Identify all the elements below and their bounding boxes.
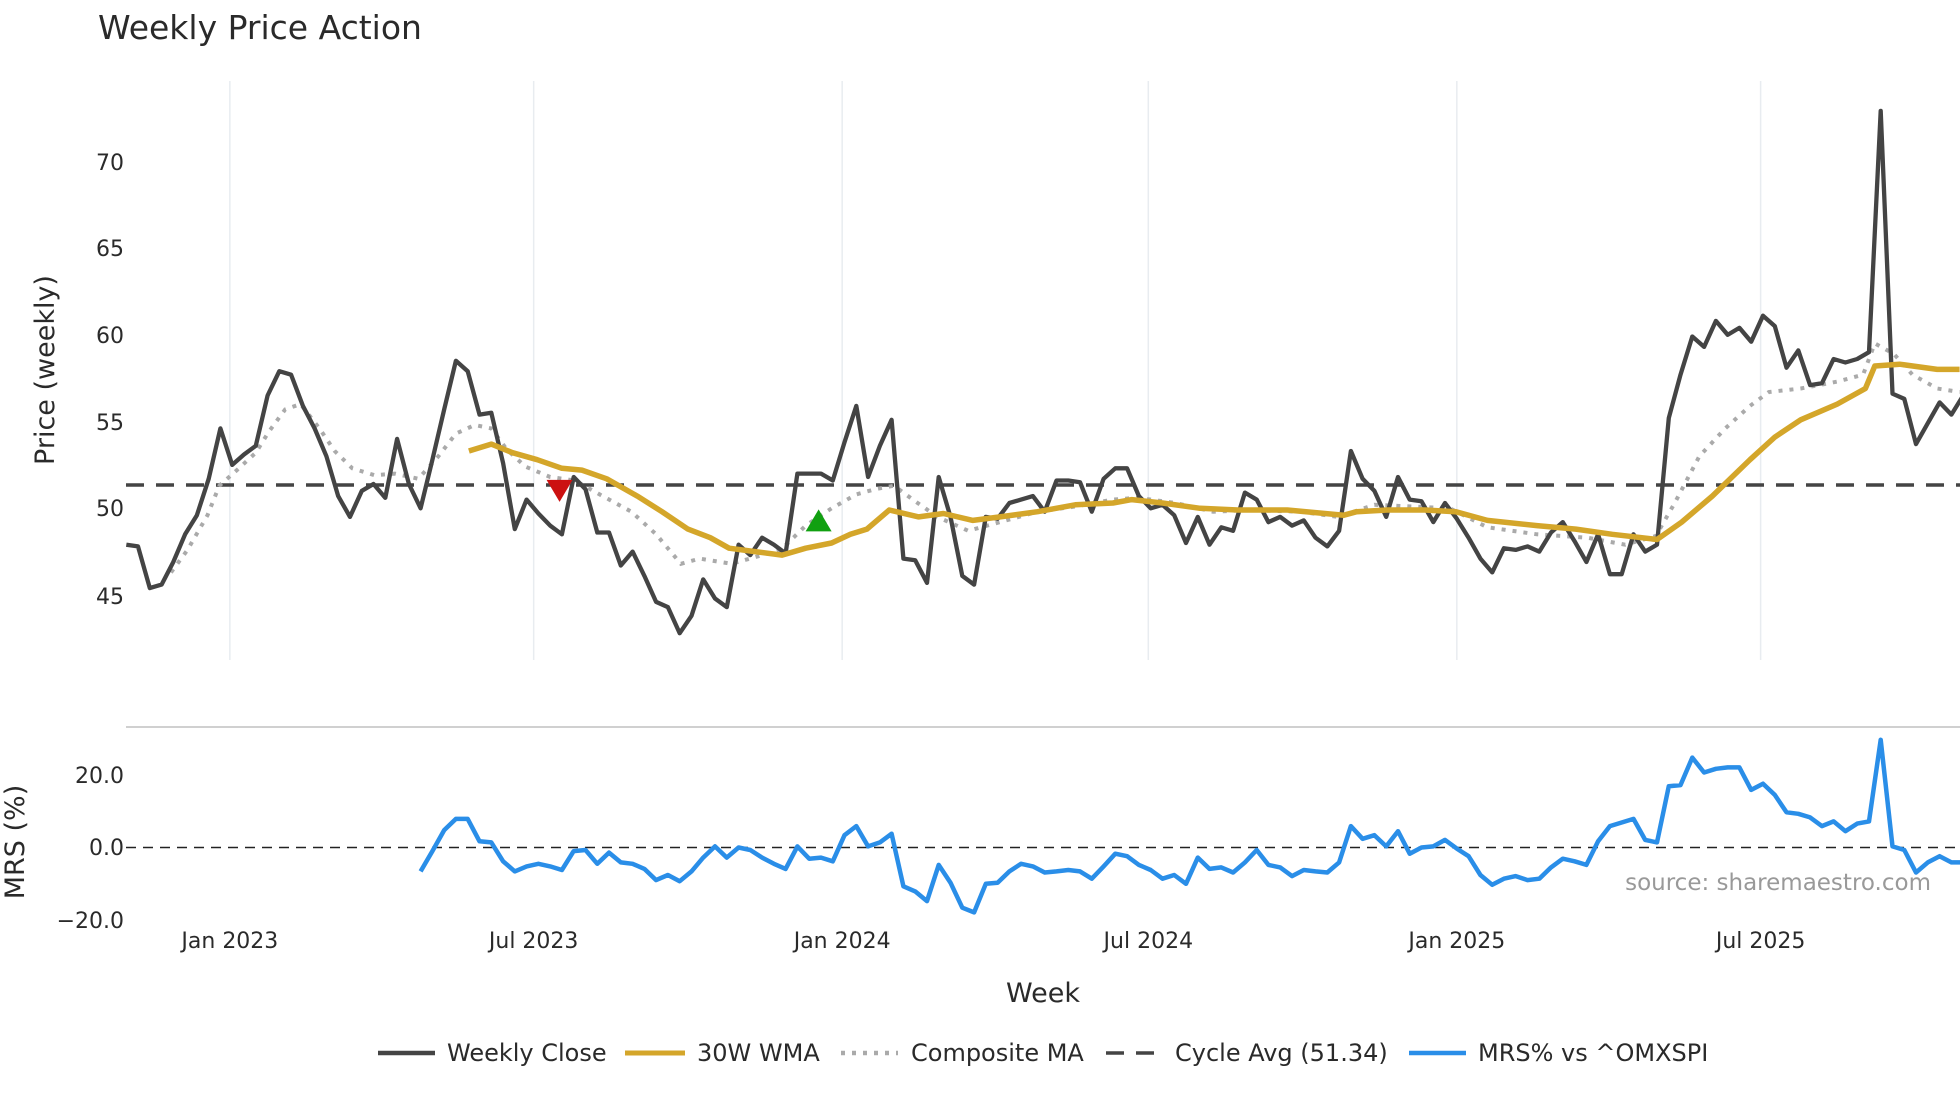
mrs-line: [418, 737, 1960, 915]
legend: Weekly Close 30W WMA Composite MA Cycle …: [378, 1039, 1708, 1067]
y-tick-60: 60: [96, 324, 124, 349]
y-tick-45: 45: [96, 585, 124, 610]
legend-item-cycle-avg[interactable]: Cycle Avg (51.34): [1106, 1039, 1388, 1067]
legend-item-weekly-close[interactable]: Weekly Close: [378, 1039, 607, 1067]
y-tick-70: 70: [96, 151, 124, 176]
sell-signal-marker: [546, 479, 573, 502]
legend-label: Cycle Avg (51.34): [1175, 1039, 1388, 1067]
mrs-y-axis-label: MRS (%): [0, 785, 31, 900]
chart-title: Weekly Price Action: [98, 8, 422, 47]
x-tick-label: Jan 2025: [1406, 929, 1505, 954]
x-tick-label: Jul 2023: [487, 929, 579, 954]
source-annotation: source: sharemaestro.com: [1625, 870, 1931, 896]
legend-label: 30W WMA: [697, 1039, 820, 1067]
price-y-ticks: 45 50 55 60 65 70: [96, 151, 124, 610]
mrs-tick-neg20: −20.0: [57, 909, 124, 934]
buy-signal-marker: [805, 509, 832, 532]
legend-label: Composite MA: [911, 1039, 1084, 1067]
y-tick-65: 65: [96, 237, 124, 262]
legend-label: Weekly Close: [447, 1039, 607, 1067]
vertical-gridlines: [229, 81, 1762, 660]
y-tick-50: 50: [96, 497, 124, 522]
y-tick-55: 55: [96, 411, 124, 436]
legend-item-composite-ma[interactable]: Composite MA: [841, 1039, 1084, 1067]
x-tick-label: Jul 2025: [1714, 929, 1806, 954]
x-tick-label: Jan 2024: [792, 929, 891, 954]
price-series-layer: [125, 108, 1960, 636]
legend-item-wma[interactable]: 30W WMA: [625, 1039, 820, 1067]
weekly-close-line: [125, 108, 1960, 636]
legend-item-mrs[interactable]: MRS% vs ^OMXSPI: [1409, 1039, 1708, 1067]
composite-ma-line: [169, 340, 1960, 574]
price-y-axis-label: Price (weekly): [30, 275, 61, 465]
mrs-y-ticks: 20.0 0.0 −20.0: [57, 764, 124, 934]
x-tick-label: Jan 2023: [179, 929, 278, 954]
x-tick-label: Jul 2024: [1102, 929, 1194, 954]
x-axis-label: Week: [1006, 978, 1080, 1009]
x-tick-labels: Jan 2023 Jul 2023 Jan 2024 Jul 2024 Jan …: [179, 929, 1805, 954]
mrs-tick-0: 0.0: [89, 836, 124, 861]
wma-30w-line: [468, 361, 1960, 558]
mrs-tick-20: 20.0: [75, 764, 124, 789]
legend-label: MRS% vs ^OMXSPI: [1478, 1039, 1708, 1067]
mrs-series-layer: [126, 737, 1960, 915]
